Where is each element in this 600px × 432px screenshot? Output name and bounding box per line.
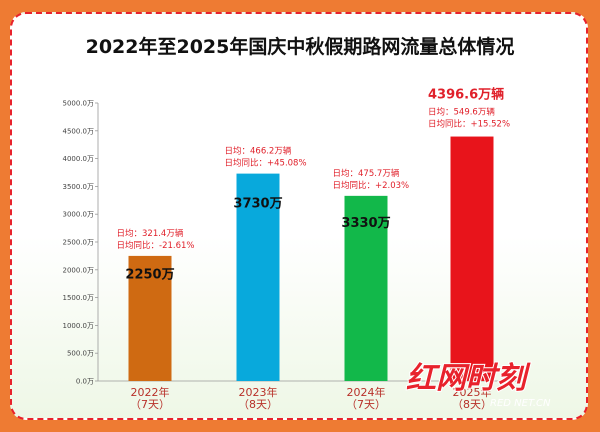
bar bbox=[236, 173, 280, 381]
y-tick-label: 4000.0万 bbox=[63, 155, 95, 163]
y-tick-label: 2000.0万 bbox=[63, 266, 95, 274]
bar bbox=[450, 136, 494, 381]
bar-annotation: 日均：321.4万辆 bbox=[117, 228, 184, 239]
bar-annotation: 日均同比：+15.52% bbox=[428, 119, 510, 130]
bar-annotation: 日均：549.6万辆 bbox=[428, 107, 495, 118]
hongwang-logo: 红网时刻 RED NET.CN bbox=[405, 360, 551, 409]
y-tick-label: 3500.0万 bbox=[63, 183, 95, 191]
bars bbox=[128, 136, 494, 381]
y-tick-label: 1500.0万 bbox=[63, 294, 95, 302]
bar-annotation: 日均同比：+45.08% bbox=[225, 158, 307, 169]
y-tick-label: 0.0万 bbox=[76, 378, 94, 386]
bar-value-label: 3730万 bbox=[233, 197, 282, 212]
bar-value-label: 4396.6万辆 bbox=[428, 87, 504, 103]
bar-value-label: 2250万 bbox=[125, 267, 174, 282]
x-tick-label: 2025年 bbox=[453, 385, 492, 399]
bar-annotation: 日均：466.2万辆 bbox=[225, 146, 292, 157]
x-tick-label: （8天） bbox=[452, 398, 492, 411]
y-tick-label: 3000.0万 bbox=[63, 211, 95, 219]
bar-annotation: 日均同比：-21.61% bbox=[117, 240, 195, 251]
y-tick-label: 1000.0万 bbox=[63, 322, 95, 330]
bar bbox=[344, 195, 388, 381]
chart-title: 2022年至2025年国庆中秋假期路网流量总体情况 bbox=[85, 36, 515, 58]
x-tick-label: （7天） bbox=[346, 398, 386, 411]
x-tick-label: 2023年 bbox=[239, 385, 278, 399]
logo-main-text: 红网时刻 bbox=[406, 361, 531, 396]
bar-value-label: 3330万 bbox=[341, 216, 390, 231]
y-tick-label: 4500.0万 bbox=[63, 127, 95, 135]
x-tick-label: 2024年 bbox=[347, 385, 386, 399]
bar bbox=[128, 255, 172, 381]
labels: 2022年（7天）日均：321.4万辆日均同比：-21.61%2250万2023… bbox=[117, 87, 511, 411]
y-tick-label: 5000.0万 bbox=[63, 100, 95, 108]
y-axis: 0.0万 500.0万 1000.0万 1500.0万 2000.0万 2500.0万 30… bbox=[63, 100, 520, 386]
y-tick-label: 500.0万 bbox=[67, 350, 94, 358]
x-tick-label: （7天） bbox=[130, 398, 170, 411]
x-tick-label: （8天） bbox=[238, 398, 278, 411]
x-tick-label: 2022年 bbox=[131, 385, 170, 399]
bar-annotation: 日均同比：+2.03% bbox=[333, 180, 410, 191]
y-tick-label: 2500.0万 bbox=[63, 239, 95, 247]
logo-sub-text: RED NET.CN bbox=[490, 398, 551, 409]
bar-annotation: 日均：475.7万辆 bbox=[333, 168, 400, 179]
